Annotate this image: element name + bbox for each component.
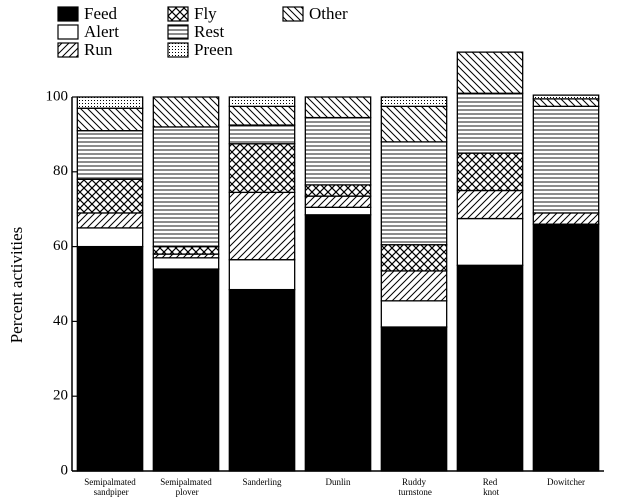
legend-swatch [282,6,304,22]
legend-swatch [57,42,79,58]
bar-segment [456,217,524,266]
legend-swatch [167,24,189,40]
bar-segment [532,212,600,225]
bar-segment [76,107,144,132]
bar-segment [532,105,600,214]
bar-segment [152,268,220,472]
bar-segment [304,96,372,119]
bar-segment [152,257,220,270]
bar-segment [456,152,524,192]
x-tick-label: Semipalmated plover [160,477,212,497]
bar-segment [304,206,372,216]
bar-segment [76,245,144,472]
bar-segment [228,288,296,472]
bar-segment [532,94,600,100]
bar-segment [380,96,448,108]
bar-segment [304,116,372,186]
legend-label: Feed [84,4,118,23]
bar-segment [304,184,372,197]
legend-label: Rest [194,22,225,41]
bar-segment [304,214,372,472]
bar-segment [456,189,524,220]
bar-segment [380,141,448,246]
bar-segment [228,124,296,145]
bar-segment [380,300,448,328]
bar-segment [380,244,448,272]
bar-segment [152,96,220,128]
y-tick-label: 80 [53,163,68,179]
y-axis-label: Percent activities [7,227,26,344]
y-tick-label: 40 [53,313,68,329]
legend-swatch [167,42,189,58]
bar-segment [532,98,600,108]
legend-swatch [57,24,79,40]
legend-label: Fly [194,4,217,23]
bar-segment [76,96,144,109]
bar-segment [380,326,448,472]
bar-segment [228,191,296,261]
legend-swatch [57,6,79,22]
legend-label: Preen [194,40,233,59]
legend-swatch [167,6,189,22]
bar-segment [76,212,144,229]
bar-segment [228,105,296,126]
x-tick-label: Red knot [481,477,500,497]
bar-segment [152,245,220,255]
y-tick-label: 20 [53,388,68,404]
y-tick-label: 100 [46,88,69,104]
x-tick-label: Ruddy turnstone [396,477,432,497]
x-tick-label: Semipalmated sandpiper [84,477,136,497]
legend-label: Run [84,40,113,59]
bar-segment [152,126,220,248]
bar-segment [76,178,144,214]
bar-segment [380,270,448,302]
y-tick-label: 0 [61,462,69,478]
x-tick-label: Sanderling [243,477,282,487]
bar-segment [228,259,296,291]
bar-segment [76,130,144,180]
bar-segment [380,105,448,143]
legend-label: Alert [84,22,119,41]
bar-segment [532,223,600,472]
bar-segment [456,92,524,154]
bar-segment [456,51,524,94]
bar-segment [228,143,296,194]
legend-label: Other [309,4,348,23]
bar-segment [304,195,372,208]
x-tick-label: Dunlin [325,477,351,487]
bar-segment [228,96,296,108]
bar-segment [76,227,144,248]
y-tick-label: 60 [53,238,68,254]
bar-segment [456,264,524,472]
x-tick-label: Dowitcher [547,477,585,487]
